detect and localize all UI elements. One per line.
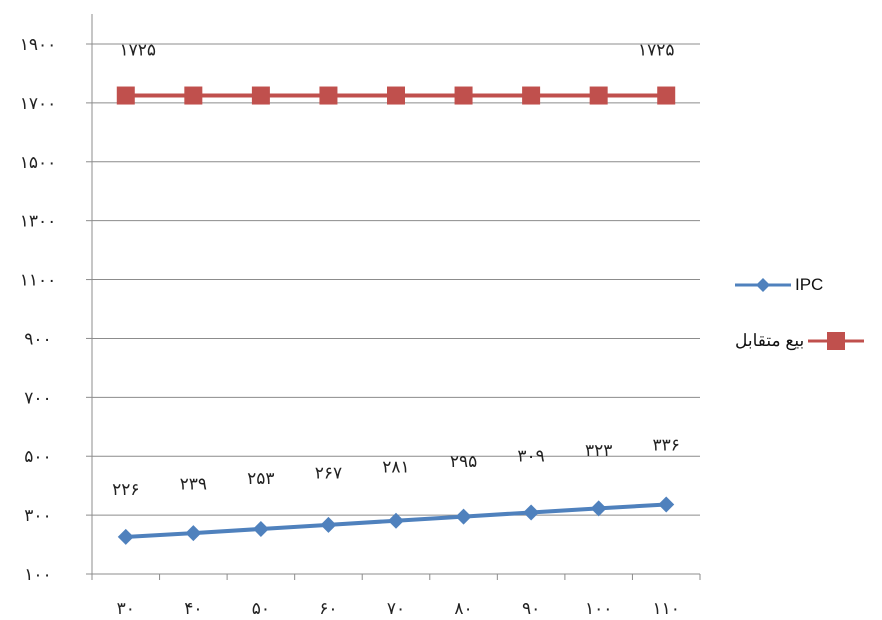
x-tick-label: ۹۰	[522, 599, 540, 619]
y-tick-label: ۷۰۰	[24, 388, 51, 408]
x-tick-label: ۱۰۰	[585, 599, 612, 619]
axes	[86, 14, 701, 580]
legend-item-bey-motaghabel: بیع متقابل	[735, 326, 880, 356]
data-label: ۳۰۹	[517, 446, 544, 466]
y-tick-label: ۹۰۰	[24, 329, 51, 349]
data-label: ۲۸۱	[382, 458, 409, 478]
data-label: ۲۵۳	[247, 469, 274, 489]
y-tick-label: ۱۹۰۰	[20, 35, 57, 55]
legend-bey-label: بیع متقابل	[735, 331, 805, 350]
legend-ipc-label: IPC	[795, 275, 824, 294]
diamond-marker	[185, 525, 202, 542]
data-label: ۲۲۶	[112, 480, 139, 500]
data-label: ۲۳۹	[180, 475, 207, 495]
x-tick-label: ۶۰	[319, 599, 337, 619]
y-tick-label: ۵۰۰	[24, 447, 51, 467]
x-tick-label: ۷۰	[387, 599, 405, 619]
square-marker	[522, 86, 541, 105]
x-tick-label: ۸۰	[454, 599, 472, 619]
data-label: ۱۷۲۵	[120, 41, 157, 61]
square-marker	[657, 86, 676, 105]
diamond-marker	[388, 512, 404, 529]
diamond-marker	[523, 504, 540, 521]
data-label: ۲۹۵	[450, 452, 477, 472]
square-marker	[589, 86, 608, 105]
y-tick-label: ۳۰۰	[24, 506, 51, 526]
x-tick-label: ۳۰	[117, 599, 135, 619]
x-tick-label: ۵۰	[252, 599, 270, 619]
legend-bey-swatch	[808, 332, 865, 350]
data-label: ۳۳۶	[653, 436, 680, 456]
square-marker	[319, 86, 338, 105]
y-tick-label: ۱۵۰۰	[20, 153, 57, 173]
y-tick-label: ۱۳۰۰	[20, 212, 57, 232]
x-tick-label: ۱۱۰	[653, 599, 680, 619]
y-tick-label: ۱۱۰۰	[20, 271, 57, 291]
square-marker	[116, 86, 135, 105]
diamond-marker	[658, 496, 675, 513]
y-tick-labels: ۱۰۰ ۳۰۰ ۵۰۰ ۷۰۰ ۹۰۰ ۱۱۰۰ ۱۳۰۰ ۱۵۰۰ ۱۷۰۰ ۱۹۰۰	[20, 35, 57, 585]
square-marker	[387, 86, 405, 105]
square-marker	[454, 86, 473, 105]
diamond-marker	[320, 516, 337, 533]
x-tick-labels: ۳۰ ۴۰ ۵۰ ۶۰ ۷۰ ۸۰ ۹۰ ۱۰۰ ۱۱۰	[117, 599, 680, 619]
grid-lines	[92, 43, 700, 516]
data-label: ۱۷۲۵	[638, 41, 675, 61]
x-tick-label: ۴۰	[184, 599, 202, 619]
legend: IPC بیع متقابل	[735, 270, 880, 382]
data-labels: ۲۲۶ ۲۳۹ ۲۵۳ ۲۶۷ ۲۸۱ ۲۹۵ ۳۰۹ ۳۲۳ ۳۳۶ ۱۷۲۵ ۱۷۲۵	[112, 41, 680, 500]
y-tick-label: ۱۷۰۰	[20, 94, 57, 114]
legend-item-ipc: IPC	[735, 270, 880, 300]
y-tick-label: ۱۰۰	[24, 565, 51, 585]
diamond-marker	[252, 520, 269, 537]
data-label: ۲۶۷	[315, 463, 342, 483]
legend-ipc-swatch	[735, 278, 791, 292]
square-marker	[184, 86, 203, 105]
diamond-marker	[590, 500, 607, 517]
diamond-marker	[117, 528, 134, 545]
series-group	[116, 86, 676, 545]
square-marker	[251, 86, 270, 105]
data-label: ۳۲۳	[585, 441, 612, 461]
diamond-marker	[455, 508, 472, 525]
